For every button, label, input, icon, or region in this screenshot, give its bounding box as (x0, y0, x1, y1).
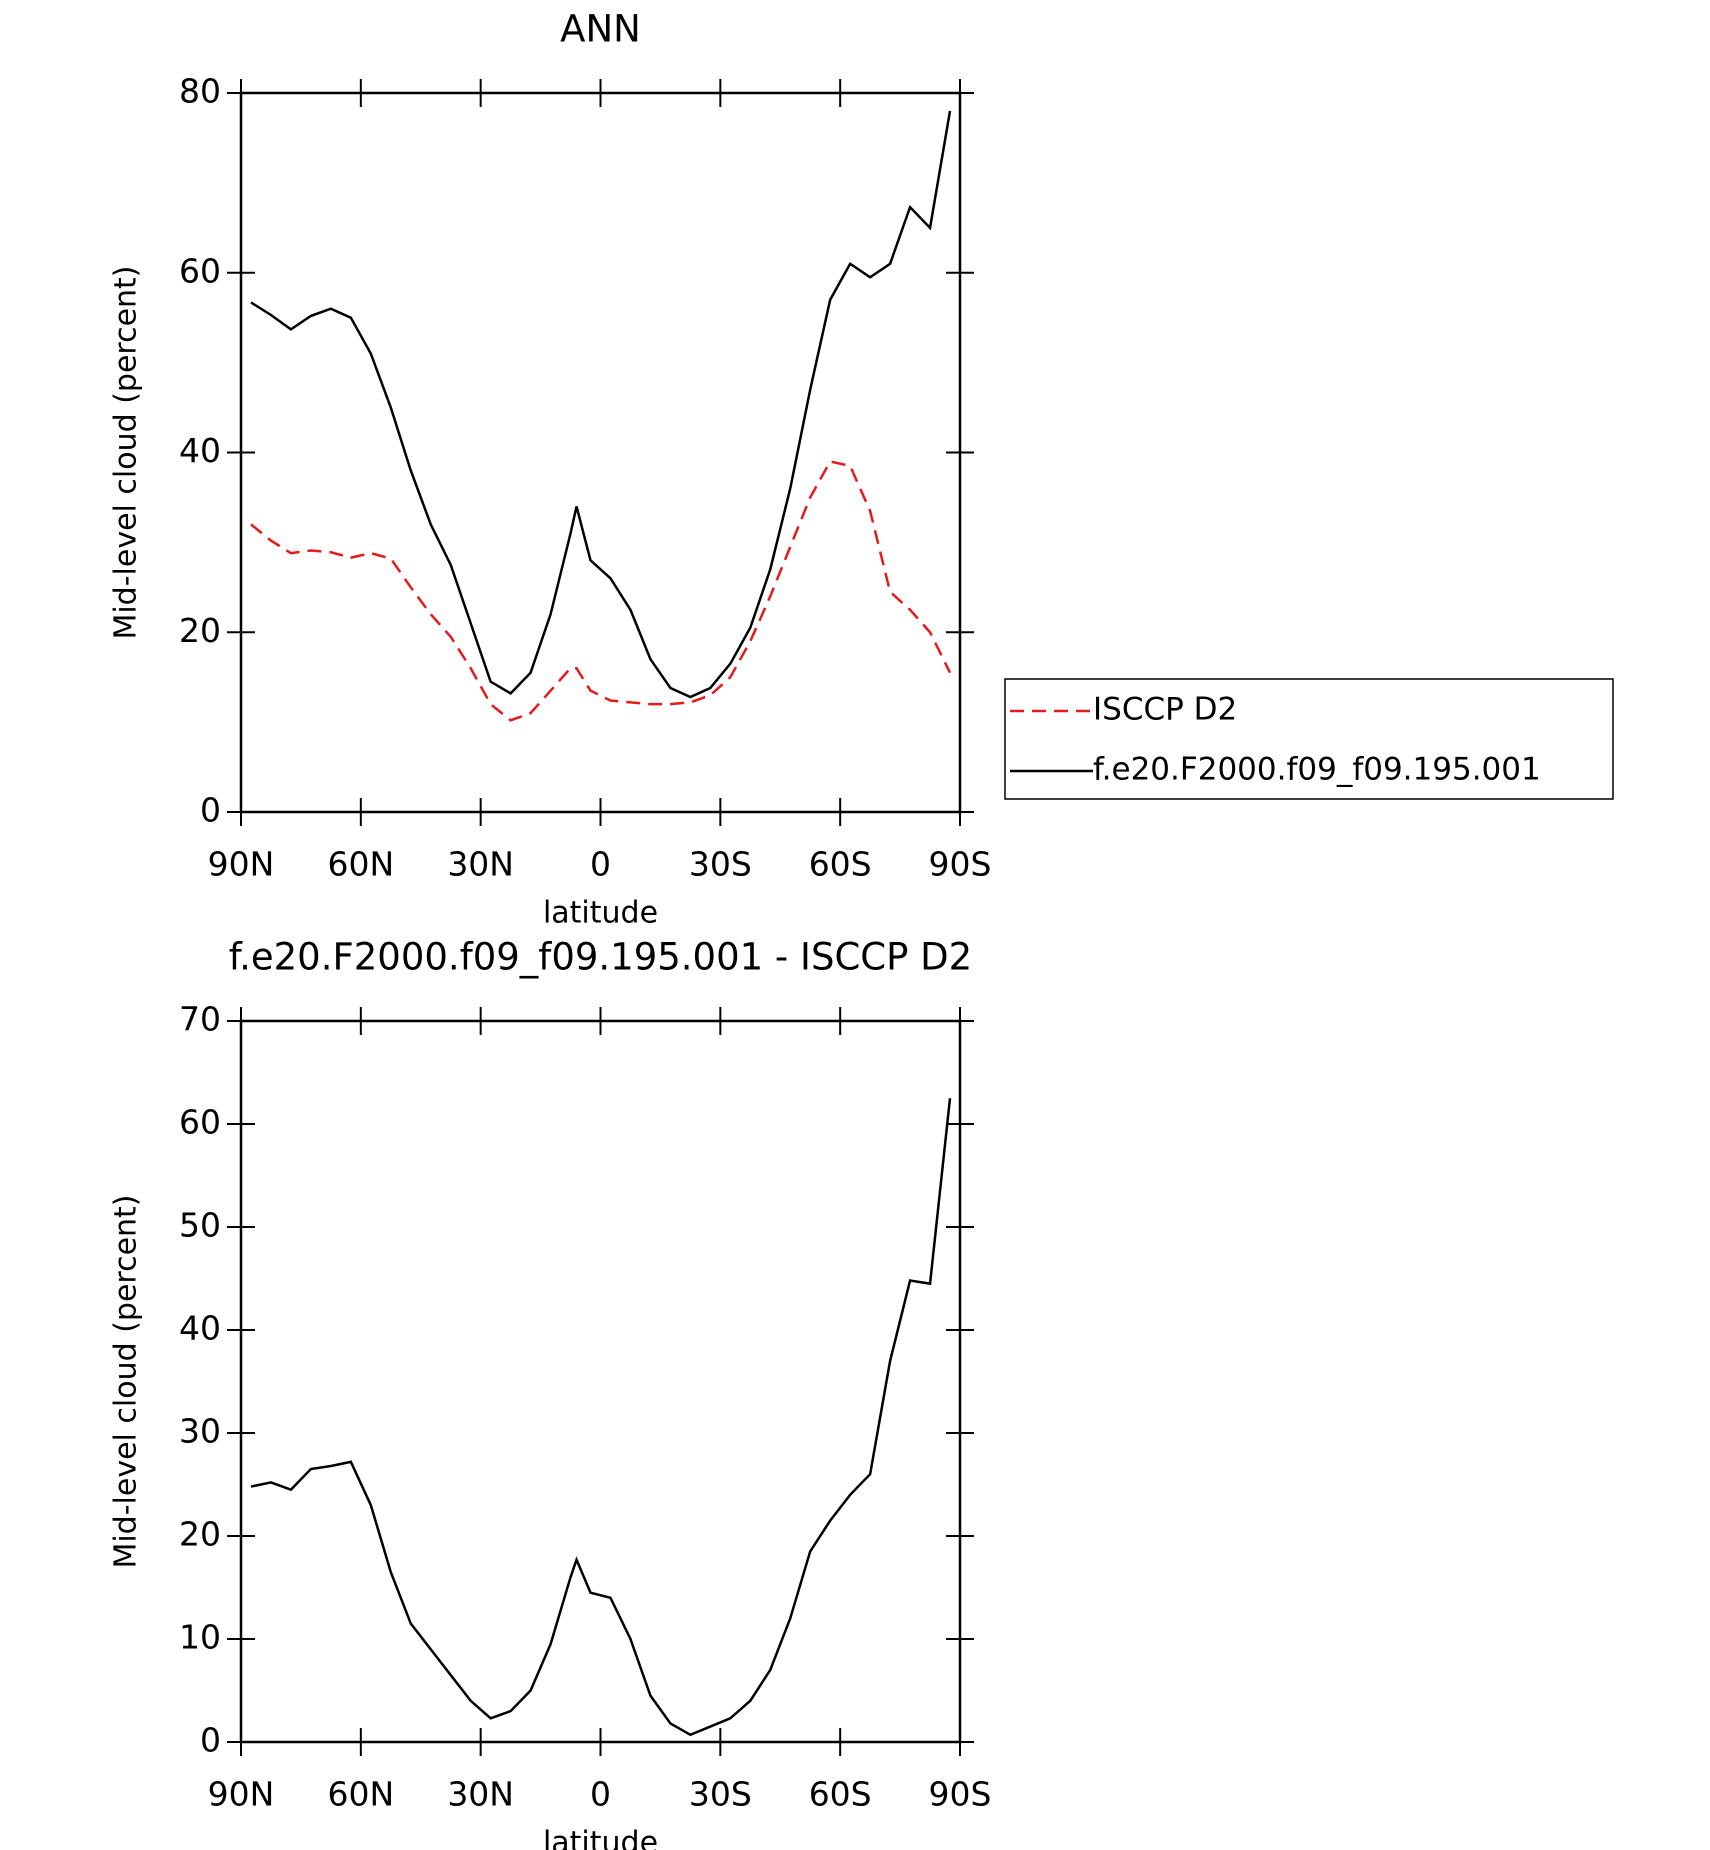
y-tick-label: 0 (200, 791, 221, 830)
y-tick-label: 40 (179, 1309, 221, 1348)
x-tick-label: 30N (447, 845, 514, 884)
y-tick-label: 20 (179, 1515, 221, 1554)
x-axis-label: latitude (543, 896, 658, 931)
x-tick-label: 60S (809, 845, 872, 884)
x-tick-label: 0 (590, 1775, 611, 1814)
x-axis-label: latitude (543, 1826, 658, 1850)
data-line (250, 110, 952, 699)
x-tick-label: 0 (590, 845, 611, 884)
y-axis-label: Mid-level cloud (percent) (109, 265, 144, 639)
chart-title: f.e20.F2000.f09_f09.195.001 - ISCCP D2 (229, 936, 972, 979)
x-tick-label: 90S (929, 1775, 992, 1814)
data-line (250, 460, 952, 722)
y-tick-label: 0 (200, 1721, 221, 1760)
legend-label: ISCCP D2 (1093, 692, 1237, 728)
y-tick-label: 60 (179, 251, 221, 290)
legend-label: f.e20.F2000.f09_f09.195.001 (1093, 752, 1541, 788)
y-axis-label: Mid-level cloud (percent) (109, 1194, 144, 1568)
plot-frame (239, 1019, 962, 1744)
x-tick-label: 60S (809, 1775, 872, 1814)
x-tick-label: 90N (208, 1775, 275, 1814)
x-tick-label: 60N (327, 845, 394, 884)
y-tick-label: 50 (179, 1206, 221, 1245)
y-tick-label: 10 (179, 1618, 221, 1657)
y-tick-label: 20 (179, 611, 221, 650)
data-line (250, 1098, 952, 1737)
y-tick-label: 70 (179, 1000, 221, 1039)
y-tick-label: 40 (179, 431, 221, 470)
plot-frame (239, 91, 962, 814)
x-tick-label: 90N (208, 845, 275, 884)
x-tick-label: 30N (447, 1775, 514, 1814)
x-tick-label: 90S (929, 845, 992, 884)
y-tick-label: 30 (179, 1412, 221, 1451)
x-tick-label: 30S (689, 845, 752, 884)
x-tick-label: 60N (327, 1775, 394, 1814)
chart-title: ANN (560, 8, 641, 51)
y-tick-label: 60 (179, 1103, 221, 1142)
legend-box (1004, 678, 1614, 800)
y-tick-label: 80 (179, 72, 221, 111)
x-tick-label: 30S (689, 1775, 752, 1814)
